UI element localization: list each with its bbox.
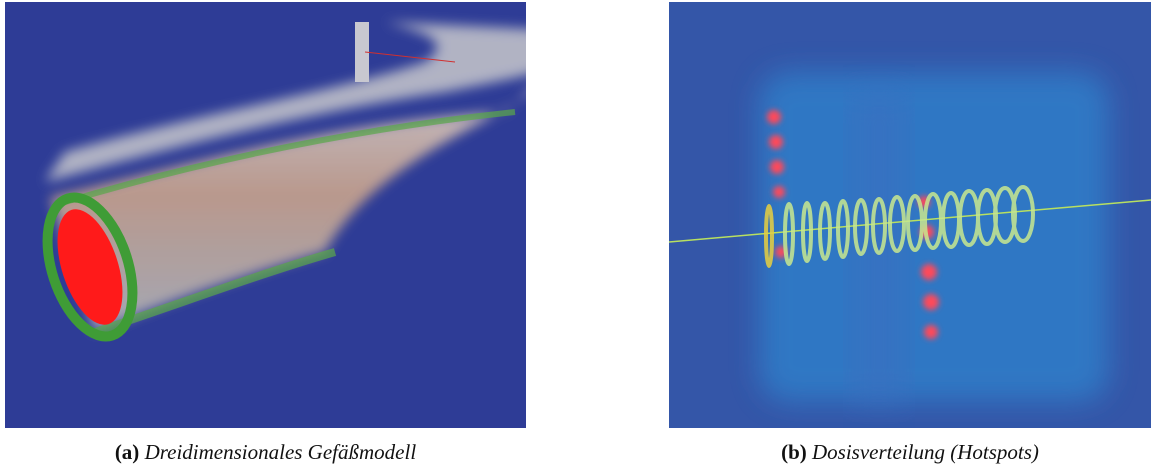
dose-distribution-image (669, 2, 1151, 428)
page: (a) Dreidimensionales Gefäßmodell (b) Do… (0, 0, 1151, 466)
caption-text: Dreidimensionales Gefäßmodell (145, 440, 417, 464)
caption-a: (a) Dreidimensionales Gefäßmodell (5, 440, 526, 465)
vessel-model-image (5, 2, 526, 428)
caption-label: (b) (781, 440, 807, 464)
caption-label: (a) (115, 440, 140, 464)
caption-text: Dosisverteilung (Hotspots) (812, 440, 1039, 464)
caption-b: (b) Dosisverteilung (Hotspots) (669, 440, 1151, 465)
